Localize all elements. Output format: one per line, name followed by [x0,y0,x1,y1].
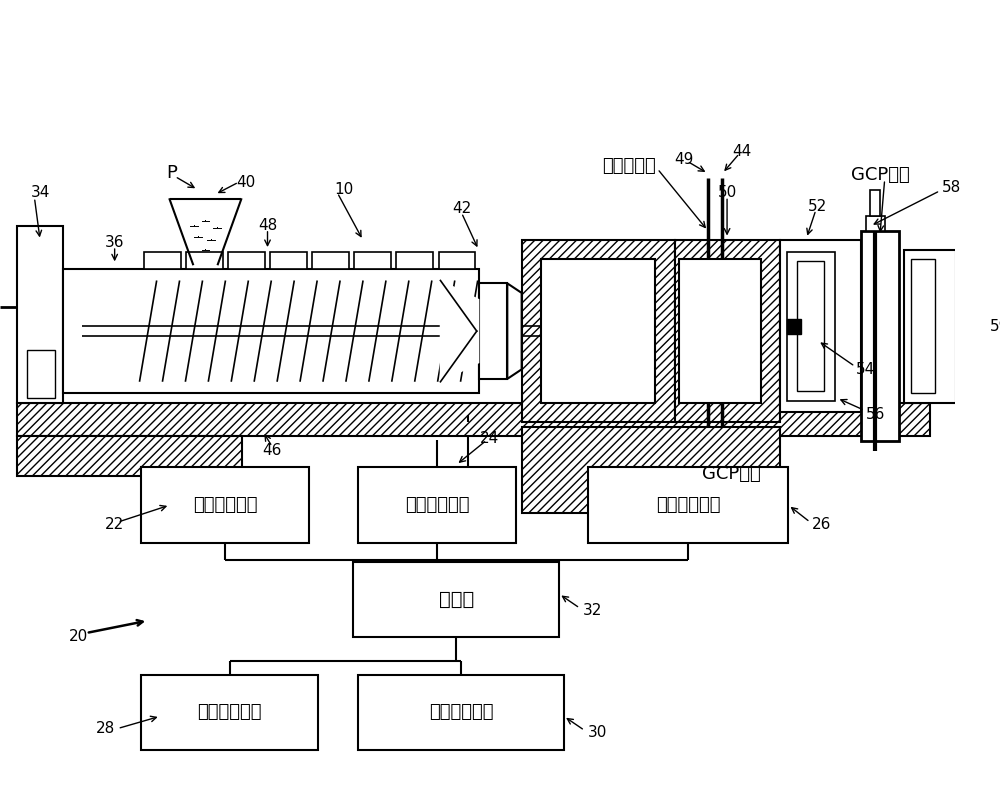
Bar [27,350,55,398]
Bar [17,403,930,436]
Bar [186,252,223,269]
Bar [63,269,479,393]
Text: 30: 30 [588,725,607,740]
Bar [780,240,861,412]
Bar [787,252,835,401]
Bar [479,283,507,379]
Bar [228,252,265,269]
Text: 32: 32 [583,603,602,618]
Text: 虚拟腔传感器: 虚拟腔传感器 [429,704,493,721]
Text: 52: 52 [808,200,827,214]
Bar [144,252,181,269]
Text: 46: 46 [263,443,282,458]
Bar [866,217,885,231]
Text: 24: 24 [480,431,499,446]
Text: 10: 10 [334,182,354,197]
Bar [870,189,880,217]
Bar [904,250,956,403]
Bar [141,675,318,750]
Text: 40: 40 [236,174,255,189]
Text: 26: 26 [812,517,831,532]
Bar [270,252,307,269]
Text: 36: 36 [105,235,124,250]
Bar [358,675,564,750]
Bar [439,252,475,269]
Text: 熔体压力控制: 熔体压力控制 [193,496,257,514]
Bar [312,252,349,269]
Bar [141,466,309,543]
Text: 59: 59 [990,319,1000,334]
Bar [522,427,780,513]
Text: 20: 20 [69,630,88,644]
Text: 22: 22 [105,517,124,532]
Text: 44: 44 [732,144,751,159]
Text: 控制器: 控制器 [439,590,474,609]
Text: GCP供给: GCP供给 [702,466,761,483]
Text: 气体辅助销: 气体辅助销 [602,157,655,175]
Bar [797,261,824,392]
Polygon shape [507,283,522,379]
Text: 气体背压控制: 气体背压控制 [656,496,720,514]
Text: GCP排气: GCP排气 [851,166,909,185]
Text: 50: 50 [717,185,737,200]
Bar [541,259,655,403]
Bar [787,318,801,334]
Text: 28: 28 [95,721,115,736]
Bar [588,466,788,543]
Text: 气体辅助控制: 气体辅助控制 [405,496,469,514]
Text: P: P [167,163,177,181]
Bar [17,436,242,476]
Bar [354,252,391,269]
Text: 56: 56 [866,407,885,422]
Bar [679,259,761,403]
Text: 58: 58 [942,181,961,195]
Text: 42: 42 [452,201,471,217]
Polygon shape [440,280,479,382]
Text: 48: 48 [258,217,277,232]
Text: 54: 54 [856,362,875,377]
Bar [17,226,63,403]
Bar [522,240,675,422]
Bar [358,466,516,543]
Text: 34: 34 [31,185,50,200]
Text: 49: 49 [674,152,694,166]
Text: 熔体行进控制: 熔体行进控制 [198,704,262,721]
Bar [353,562,559,637]
Bar [861,231,899,441]
Bar [911,259,935,393]
Bar [396,252,433,269]
Bar [675,240,780,422]
